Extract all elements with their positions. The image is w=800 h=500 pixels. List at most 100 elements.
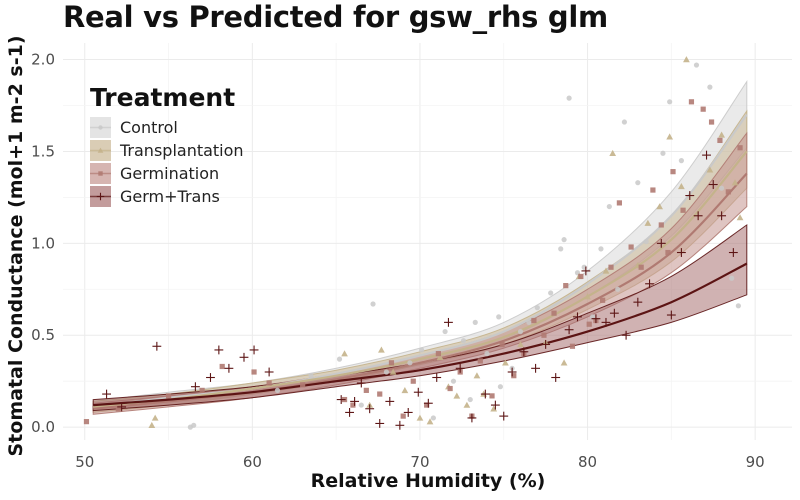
point-germ-trans bbox=[152, 341, 162, 351]
point-germination bbox=[447, 385, 453, 392]
x-tick-label: 80 bbox=[578, 453, 597, 471]
point-transplantation bbox=[436, 353, 444, 360]
point-germination bbox=[435, 351, 441, 357]
point-germ-trans bbox=[356, 378, 366, 388]
chart-title: Real vs Predicted for gsw_rhs glm bbox=[63, 0, 608, 34]
y-tick-label: 2.0 bbox=[31, 51, 55, 69]
point-germ-trans bbox=[666, 310, 676, 320]
point-germination bbox=[563, 283, 569, 289]
point-germination bbox=[628, 244, 634, 250]
point-transplantation bbox=[644, 219, 652, 226]
point-germ-trans bbox=[239, 352, 249, 362]
point-transplantation bbox=[378, 346, 385, 353]
point-control bbox=[615, 286, 621, 292]
point-transplantation bbox=[731, 179, 739, 186]
point-germ-trans bbox=[336, 395, 346, 404]
point-germination bbox=[680, 207, 686, 213]
point-transplantation bbox=[736, 214, 744, 221]
point-control bbox=[526, 319, 532, 325]
point-control bbox=[472, 319, 478, 325]
point-germ-trans bbox=[264, 367, 274, 377]
point-germ-trans bbox=[564, 325, 574, 335]
point-germ-trans bbox=[531, 363, 541, 373]
point-control bbox=[678, 158, 684, 164]
y-tick-label: 1.5 bbox=[31, 142, 55, 160]
point-control bbox=[693, 62, 700, 68]
legend-label-germ-trans: Germ+Trans bbox=[120, 187, 220, 206]
point-control bbox=[558, 246, 564, 252]
point-germ-trans bbox=[685, 191, 695, 200]
point-germination bbox=[511, 373, 517, 379]
point-germ-trans bbox=[717, 211, 727, 221]
x-tick-label: 90 bbox=[746, 453, 765, 471]
point-control bbox=[534, 305, 540, 311]
point-germ-trans bbox=[444, 317, 453, 327]
point-control bbox=[407, 360, 413, 366]
point-transplantation bbox=[602, 267, 610, 274]
point-transplantation bbox=[584, 293, 591, 300]
point-germination bbox=[665, 249, 671, 256]
y-axis-title: Stomatal Conductance (mol+1 m-2 s-1) bbox=[5, 36, 27, 457]
point-germination bbox=[388, 360, 395, 366]
point-germ-trans bbox=[467, 413, 477, 423]
point-control bbox=[336, 356, 343, 362]
point-germination bbox=[499, 341, 505, 348]
point-germination bbox=[165, 393, 172, 399]
point-control bbox=[467, 396, 473, 403]
point-control bbox=[497, 384, 503, 390]
x-axis-title: Relative Humidity (%) bbox=[311, 470, 546, 492]
point-transplantation bbox=[151, 414, 159, 421]
point-control bbox=[517, 328, 524, 335]
legend-marker-germination bbox=[98, 171, 103, 176]
point-germination bbox=[300, 382, 306, 388]
point-germ-trans bbox=[480, 389, 490, 399]
point-germination bbox=[410, 378, 416, 384]
point-control bbox=[370, 301, 376, 307]
point-germination bbox=[725, 189, 731, 195]
point-transplantation bbox=[401, 386, 409, 394]
point-transplantation bbox=[517, 341, 524, 348]
y-tick-label: 1.0 bbox=[31, 234, 55, 252]
point-germ-trans bbox=[102, 389, 111, 399]
legend-label-transplantation: Transplantation bbox=[119, 141, 244, 160]
point-control bbox=[308, 373, 314, 379]
point-germination bbox=[199, 387, 205, 393]
point-germination bbox=[700, 106, 706, 112]
x-tick-label: 50 bbox=[75, 453, 94, 471]
point-transplantation bbox=[678, 182, 685, 190]
point-transplantation bbox=[341, 350, 348, 357]
point-germ-trans bbox=[633, 297, 643, 307]
point-germination bbox=[578, 273, 584, 280]
point-germ-trans bbox=[214, 345, 224, 355]
point-control bbox=[358, 402, 364, 408]
point-transplantation bbox=[560, 359, 568, 366]
point-germ-trans bbox=[702, 150, 711, 160]
grid bbox=[63, 43, 792, 440]
point-germination bbox=[737, 145, 743, 151]
point-germ-trans bbox=[676, 248, 686, 257]
x-tick-labels: 50 60 70 80 90 bbox=[75, 453, 764, 471]
point-germination bbox=[658, 222, 664, 228]
point-germ-trans bbox=[403, 408, 413, 417]
point-control bbox=[660, 150, 666, 156]
point-germ-trans bbox=[385, 396, 395, 406]
point-control bbox=[274, 387, 281, 393]
point-germ-trans bbox=[499, 411, 509, 421]
y-tick-label: 0.0 bbox=[31, 418, 55, 436]
point-germination bbox=[551, 310, 557, 316]
point-germination bbox=[541, 332, 547, 338]
point-germination bbox=[115, 406, 121, 412]
point-germ-trans bbox=[423, 398, 433, 408]
point-transplantation bbox=[683, 56, 690, 63]
point-germination bbox=[531, 317, 537, 324]
point-germination bbox=[489, 393, 495, 399]
point-transplantation bbox=[416, 414, 424, 421]
fit-line-transplantation bbox=[93, 150, 748, 408]
point-germ-trans bbox=[708, 180, 718, 189]
point-transplantation bbox=[666, 133, 674, 140]
point-control bbox=[643, 238, 649, 245]
point-germ-trans bbox=[656, 238, 666, 248]
legend: Treatment Control Transplantation Germinat… bbox=[90, 83, 244, 207]
y-tick-labels: 0.0 0.5 1.0 1.5 2.0 bbox=[31, 51, 55, 437]
point-germ-trans bbox=[490, 400, 500, 410]
